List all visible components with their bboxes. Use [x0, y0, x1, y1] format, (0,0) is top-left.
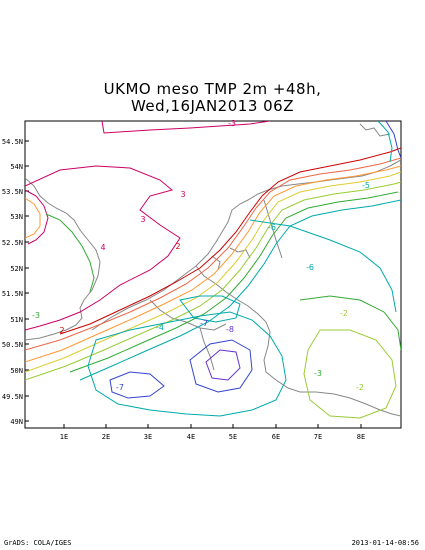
- contour-label: -4: [156, 323, 164, 332]
- contour-ne-a: [377, 121, 393, 163]
- contour-ne-b: [385, 121, 401, 159]
- contour-m7-b: [189, 339, 253, 393]
- contour-2: [59, 147, 401, 335]
- footer-timestamp: 2013-01-14-08:56: [351, 539, 419, 547]
- contour-3-b: [25, 165, 181, 331]
- map-frame: [24, 120, 402, 429]
- contour-label: -3: [314, 369, 322, 378]
- contour-label: -7: [200, 319, 208, 328]
- lat-label: 51N: [10, 316, 23, 324]
- map-title-line2: Wed,16JAN2013 06Z: [130, 97, 294, 115]
- contour-m2: [25, 181, 401, 381]
- contour-label: -7: [116, 383, 124, 392]
- lon-label: 7E: [314, 433, 322, 441]
- lat-label: 54.5N: [2, 138, 23, 146]
- contour-3: [101, 121, 271, 134]
- lon-axis: 1E 2E 3E 4E 5E 6E 7E 8E: [60, 424, 365, 441]
- lon-label: 8E: [357, 433, 365, 441]
- lon-label: 1E: [60, 433, 68, 441]
- footer-credit: GrADS: COLA/IGES: [4, 539, 72, 547]
- map-title-line1: UKMO meso TMP 2m +48h,: [103, 80, 322, 98]
- lat-axis: 54.5N 54N 53.5N 53N 52.5N 52N 51.5N 51N …: [2, 138, 29, 426]
- contour-label: -3: [32, 311, 40, 320]
- contour-m6: [87, 311, 287, 417]
- contour-m6-b: [179, 295, 241, 323]
- lat-label: 51.5N: [2, 290, 23, 298]
- contour-m5: [249, 219, 397, 313]
- contour-label: -6: [268, 223, 276, 232]
- lon-label: 5E: [229, 433, 237, 441]
- contour-4-left: [25, 189, 49, 245]
- lon-label: 3E: [144, 433, 152, 441]
- contour-left-c: [45, 213, 95, 293]
- contour-labels: -3 3 3 2 2 4 -3 -6 -6 -7 -8 -7 -4 -2 -3 …: [32, 119, 370, 392]
- contour-label: -2: [356, 383, 364, 392]
- contour-label: -5: [362, 181, 370, 190]
- lat-label: 50N: [10, 367, 23, 375]
- contour-label: 2: [175, 242, 180, 251]
- contour-label: 2: [59, 326, 64, 335]
- contour-m1: [25, 171, 401, 373]
- lat-label: 50.5N: [2, 341, 23, 349]
- contour-m2-east: [303, 329, 397, 419]
- lon-label: 4E: [187, 433, 195, 441]
- lon-label: 2E: [102, 433, 110, 441]
- contour-label: 3: [180, 190, 185, 199]
- lon-label: 6E: [272, 433, 280, 441]
- contour-m3: [69, 191, 399, 373]
- contour-0: [25, 165, 401, 363]
- contour-label: 4: [100, 243, 105, 252]
- lat-label: 53N: [10, 213, 23, 221]
- lat-label: 52.5N: [2, 239, 23, 247]
- contour-m7-a: [109, 371, 165, 399]
- contour-label: 3: [140, 215, 145, 224]
- coastline: [25, 123, 401, 417]
- lat-label: 49N: [10, 418, 23, 426]
- lat-label: 53.5N: [2, 188, 23, 196]
- contour-m3-east: [299, 295, 401, 351]
- contour-label: -2: [340, 309, 348, 318]
- contour-label: -8: [226, 325, 234, 334]
- lat-label: 54N: [10, 163, 23, 171]
- contour-1: [25, 157, 401, 351]
- contour-m4: [79, 199, 401, 381]
- contour-left-b: [25, 197, 41, 239]
- contour-m8: [205, 349, 241, 381]
- lat-label: 52N: [10, 265, 23, 273]
- contour-label: -6: [306, 263, 314, 272]
- lat-label: 49.5N: [2, 393, 23, 401]
- contour-label: -3: [228, 119, 236, 128]
